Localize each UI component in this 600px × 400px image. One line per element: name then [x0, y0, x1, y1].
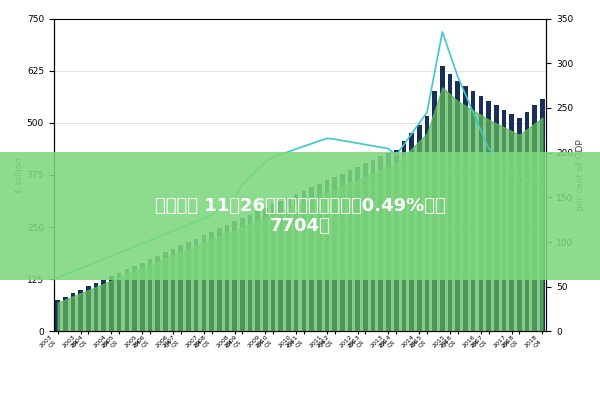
Bar	[263, 208, 268, 332]
Bar	[340, 174, 344, 332]
Bar	[401, 141, 406, 332]
Y-axis label: £ billion: £ billion	[15, 157, 24, 193]
Bar	[348, 170, 352, 332]
Bar	[371, 160, 376, 332]
Bar	[101, 280, 106, 332]
Bar	[409, 133, 414, 332]
Bar	[448, 74, 452, 332]
Bar	[509, 114, 514, 332]
Bar	[386, 153, 391, 332]
Bar	[517, 118, 521, 332]
Bar	[232, 222, 237, 332]
Bar	[94, 283, 98, 332]
Bar	[479, 96, 483, 332]
Bar	[79, 290, 83, 332]
Bar	[132, 266, 137, 332]
Bar	[217, 228, 221, 332]
Bar	[248, 215, 252, 332]
Bar	[302, 191, 306, 332]
Bar	[440, 66, 445, 332]
Bar	[317, 184, 322, 332]
Bar	[171, 249, 175, 332]
Bar	[294, 194, 298, 332]
Bar	[455, 81, 460, 332]
Bar	[379, 156, 383, 332]
Bar	[71, 293, 75, 332]
Bar	[502, 110, 506, 332]
Bar	[540, 99, 545, 332]
Bar	[325, 180, 329, 332]
Bar	[278, 201, 283, 332]
Bar	[86, 286, 91, 332]
Text: 正规配资 11月26日苹果期货收盘下跌0.49%，报
7704元: 正规配资 11月26日苹果期货收盘下跌0.49%，报 7704元	[155, 196, 445, 235]
Bar	[194, 238, 199, 332]
Bar	[125, 269, 129, 332]
Bar	[256, 211, 260, 332]
Bar	[463, 86, 468, 332]
Bar	[425, 116, 429, 332]
Bar	[309, 187, 314, 332]
Bar	[109, 276, 114, 332]
Bar	[417, 124, 422, 332]
Bar	[148, 259, 152, 332]
Bar	[186, 242, 191, 332]
Bar	[286, 198, 291, 332]
Bar	[178, 246, 183, 332]
Bar	[355, 167, 360, 332]
Bar	[532, 105, 537, 332]
Bar	[55, 300, 60, 332]
Bar	[224, 225, 229, 332]
Bar	[363, 163, 368, 332]
Bar	[163, 252, 167, 332]
Bar	[332, 177, 337, 332]
Bar	[240, 218, 245, 332]
Bar	[140, 262, 145, 332]
Bar	[494, 105, 499, 332]
Bar	[155, 256, 160, 332]
Bar	[486, 101, 491, 332]
Bar	[433, 91, 437, 332]
Bar	[209, 232, 214, 332]
Bar	[202, 235, 206, 332]
Bar	[63, 297, 68, 332]
Bar	[394, 150, 398, 332]
Bar	[471, 91, 475, 332]
Bar	[525, 112, 529, 332]
Bar	[271, 204, 275, 332]
Bar	[117, 273, 121, 332]
Y-axis label: per cent of GDP: per cent of GDP	[576, 139, 585, 211]
